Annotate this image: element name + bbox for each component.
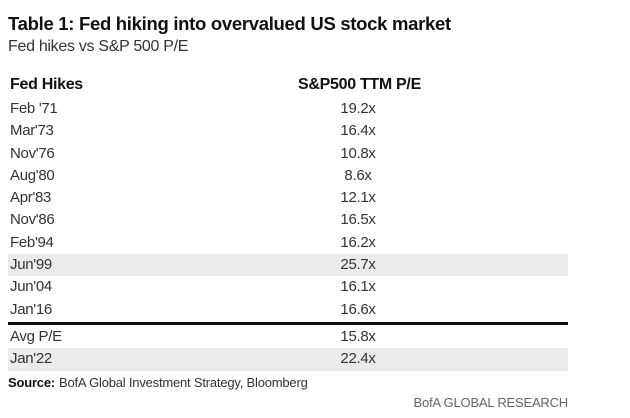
- table-header: Fed Hikes S&P500 TTM P/E: [8, 76, 568, 98]
- row-pe: 15.8x: [340, 327, 376, 345]
- header-fed-hikes: Fed Hikes: [10, 76, 83, 93]
- row-pe: 16.2x: [340, 233, 376, 251]
- row-pe: 16.4x: [340, 122, 376, 140]
- table-title: Table 1: Fed hiking into overvalued US s…: [8, 13, 451, 34]
- source-note: Source: BofA Global Investment Strategy, …: [8, 375, 308, 390]
- row-date: Nov'76: [10, 144, 55, 162]
- row-date: Jun'99: [10, 256, 52, 274]
- table-row: Jun'99 25.7x: [8, 254, 568, 277]
- row-date: Nov'86: [10, 211, 55, 229]
- row-pe: 16.6x: [340, 300, 376, 318]
- row-date: Aug'80: [10, 166, 55, 184]
- table-body: Feb '71 19.2x Mar'73 16.4x Nov'76 10.8x Aug'80…: [8, 98, 568, 321]
- row-date: Jan'16: [10, 300, 52, 318]
- row-pe: 25.7x: [340, 256, 376, 274]
- table-row: Avg P/E 15.8x: [8, 326, 568, 348]
- row-date: Apr'83: [10, 189, 52, 207]
- row-date: Jan'22: [10, 350, 52, 368]
- row-date: Mar'73: [10, 122, 54, 140]
- table-row: Nov'86 16.5x: [8, 209, 568, 231]
- table-row: Jan'16 16.6x: [8, 299, 568, 321]
- table-row: Feb'94 16.2x: [8, 232, 568, 254]
- row-pe: 16.5x: [340, 211, 376, 229]
- table-row: Nov'76 10.8x: [8, 143, 568, 165]
- table-row: Mar'73 16.4x: [8, 120, 568, 142]
- table-subtitle: Fed hikes vs S&P 500 P/E: [8, 38, 189, 55]
- header-pe: S&P500 TTM P/E: [298, 76, 421, 93]
- table-row: Jan'22 22.4x: [8, 348, 568, 371]
- table-row: Apr'83 12.1x: [8, 187, 568, 209]
- source-label: Source:: [8, 375, 56, 390]
- row-pe: 22.4x: [340, 350, 376, 368]
- row-pe: 8.6x: [344, 166, 372, 184]
- table-divider: [8, 321, 568, 325]
- table-summary: Avg P/E 15.8x Jan'22 22.4x: [8, 326, 568, 371]
- table-row: Aug'80 8.6x: [8, 165, 568, 187]
- row-pe: 10.8x: [340, 144, 376, 162]
- row-pe: 16.1x: [340, 278, 376, 296]
- row-date: Feb '71: [10, 100, 58, 117]
- row-date: Avg P/E: [10, 327, 62, 345]
- table-row: Jun'04 16.1x: [8, 276, 568, 298]
- row-date: Feb'94: [10, 233, 54, 251]
- row-date: Jun'04: [10, 278, 52, 296]
- row-pe: 19.2x: [340, 100, 376, 117]
- pe-table: Fed Hikes S&P500 TTM P/E Feb '71 19.2x Mar…: [8, 76, 568, 371]
- brand-footer: BofA GLOBAL RESEARCH: [413, 395, 569, 410]
- row-pe: 12.1x: [340, 189, 376, 207]
- source-text: BofA Global Investment Strategy, Bloombe…: [59, 375, 308, 390]
- table-row: Feb '71 19.2x: [8, 98, 568, 120]
